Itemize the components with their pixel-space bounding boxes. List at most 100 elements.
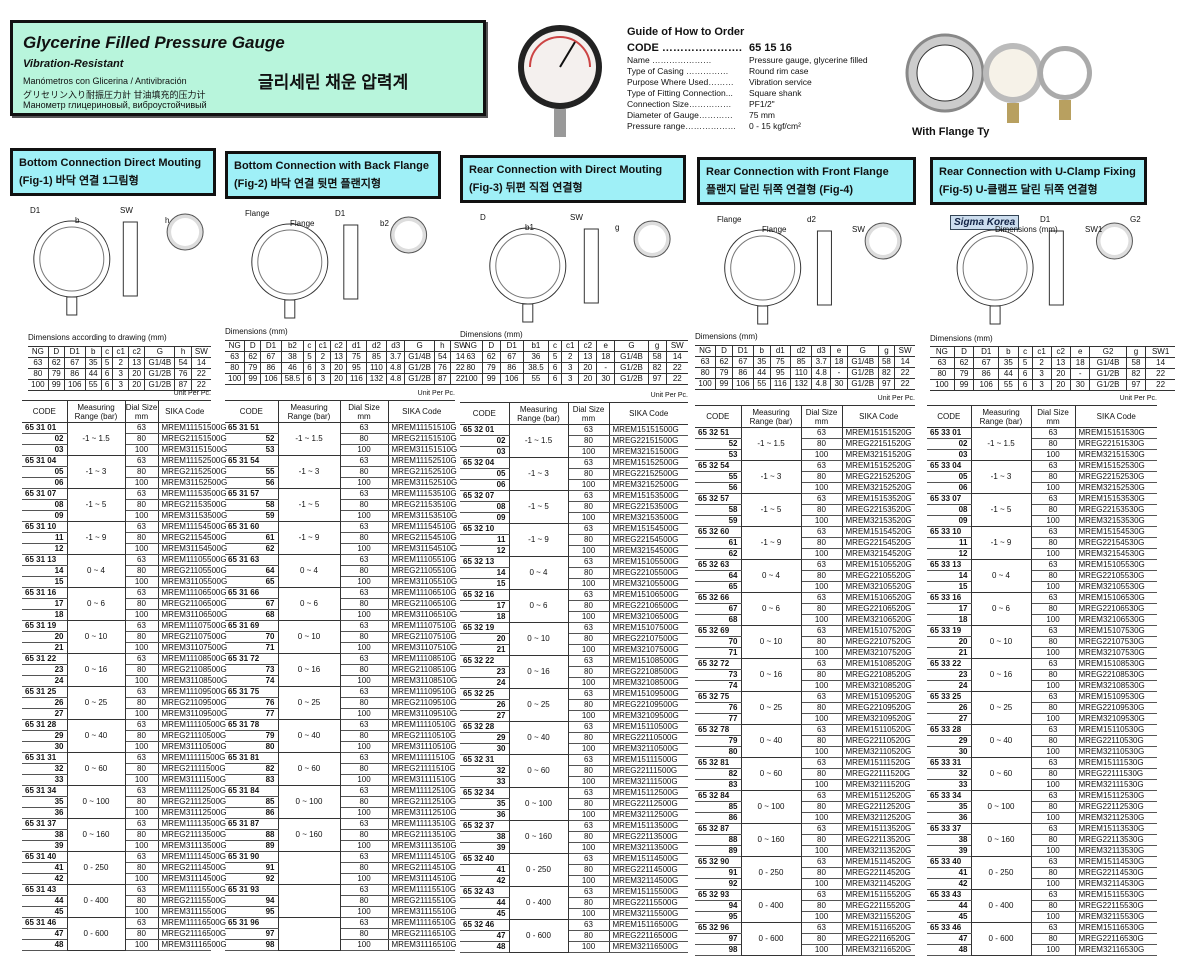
measuring-range: 0 - 250 [508,853,569,887]
sika-code: MREM15105500G [609,556,688,568]
column-header: SIKA Code [387,400,455,423]
product-code: 65 33 10 [927,526,971,538]
dimensions-cell: 6 [100,379,113,391]
dimensions-cell: G1/2B [144,368,175,380]
product-code: 65 32 25 [460,688,509,700]
dimensions-cell: 97 [647,373,667,385]
dimensions-cell: 97 [1125,379,1146,391]
dial-size: 63 [568,424,610,436]
dimensions-cell: 18 [830,356,848,368]
table-row: 65 33 37 0 ~ 160 63 MREM15113530G [927,823,1157,857]
measuring-range: 0 ~ 10 [508,622,569,656]
product-code: 38 [22,829,67,841]
dimensions-cell: G1/2B [846,367,879,379]
measuring-range: 0 ~ 10 [970,625,1032,659]
dial-size: 80 [1031,471,1076,483]
dial-size: 63 [801,691,843,703]
sika-code: MREM31112510G [388,807,457,819]
dimensions-cell: 44 [84,368,102,380]
table-row: 65 100 MREM31105510G [225,576,457,588]
measuring-range: 0 ~ 60 [66,752,126,786]
sika-code: MREG21106510G [388,598,457,610]
dimensions-cell: c2 [128,346,145,358]
table-row: 65 31 43 0 - 400 63 MREM11115500G [22,884,226,918]
column-header: Measuring Range (bar) [277,400,340,423]
dimensions-cell: 3 [1031,379,1052,391]
product-code: 02 [22,433,67,445]
dial-size: 100 [801,845,843,857]
table-row: 65 31 72 0 ~ 16 63 MREM11108510G [225,653,457,687]
product-code: 65 31 93 [225,884,278,896]
product-code: 65 32 13 [460,556,509,568]
dial-size: 63 [340,686,389,698]
table-row: 30 100 MREM31110500G [22,741,227,753]
sika-code: MREM11108510G [388,653,457,665]
dial-size: 63 [125,785,159,797]
guide-key: Type of Fitting Connection... [627,88,733,98]
product-header-row: CODE Measuring Range (bar) Dial Size mm SIK… [927,405,1157,428]
measuring-range: -1 ~ 1.5 [508,424,569,458]
table-row: 65 32 25 0 ~ 25 63 MREM15109500G [460,688,688,722]
product-code: 65 33 16 [927,592,971,604]
product-code: 17 [22,598,67,610]
dimensions-caption: Dimensions according to drawing (mm) [28,333,167,342]
sika-code: MREM32153520G [842,515,915,527]
dial-size: 63 [801,922,843,934]
product-code: 65 31 60 [225,521,278,533]
sika-code: MREG22151520G [842,438,915,450]
product-code: 67 [695,603,741,615]
sika-code: MREM32113520G [842,845,915,857]
table-row: 88 80 MREG21113510G [225,829,456,841]
sika-code: MREM32116530G [1075,944,1157,956]
measuring-range: 0 ~ 100 [740,790,802,824]
product-code: 15 [22,576,67,588]
product-code: 65 33 43 [927,889,971,901]
product-code: 65 32 81 [695,757,741,769]
sika-code: MREM32106500G [609,611,688,623]
measuring-range: 0 ~ 25 [66,686,126,720]
sika-code: MREM15114500G [609,853,688,865]
dial-size: 80 [1031,438,1076,450]
product-code: 09 [460,512,509,524]
product-code: 68 [225,609,278,621]
dial-size: 100 [340,840,389,852]
dial-size: 80 [1031,735,1076,747]
sika-code: MREM32106520G [842,614,915,626]
dimensions-cell: SW [190,346,211,358]
dial-size: 80 [801,471,843,483]
dial-size: 63 [568,457,610,469]
dial-size: 80 [801,438,843,450]
sika-code: MREM15153520G [842,493,915,505]
unit-label: Unit Per Pc. [877,395,915,402]
sika-code: MREG22112530G [1075,801,1157,813]
sika-code: MREG22154530G [1075,537,1157,549]
dial-size: 80 [801,702,843,714]
product-code: 65 31 19 [22,620,67,632]
table-row: 21 100 MREM31107500G [22,642,227,654]
product-code: 21 [927,647,971,659]
dimensions-cell: D1 [499,340,524,352]
table-row: 65 32 66 0 ~ 6 63 MREM15106520G [695,592,915,626]
sika-code: MREG22153520G [842,504,915,516]
dial-size: 100 [1031,845,1076,857]
dial-size: 80 [568,864,610,876]
table-row: 38 80 MREG22113500G [460,831,688,843]
dial-size: 80 [340,631,389,643]
dimensions-cell: G1/2B [1089,379,1127,391]
dimensions-caption: Dimensions (mm) [695,332,758,341]
figure-drawing [956,222,1133,325]
sika-code: MREG22111530G [1075,768,1157,780]
dial-size: 63 [568,556,610,568]
product-code: 91 [695,867,741,879]
sika-code: MREM15109500G [609,688,688,700]
dial-size: 63 [125,455,159,467]
dial-size: 80 [125,796,159,808]
product-code: 53 [225,444,278,456]
product-code: 65 32 46 [460,919,509,931]
product-code: 64 [695,570,741,582]
table-row: 47 80 MREG21116500G [22,928,226,940]
dial-size: 80 [801,735,843,747]
product-code: 02 [460,435,509,447]
product-code: 65 32 31 [460,754,509,766]
